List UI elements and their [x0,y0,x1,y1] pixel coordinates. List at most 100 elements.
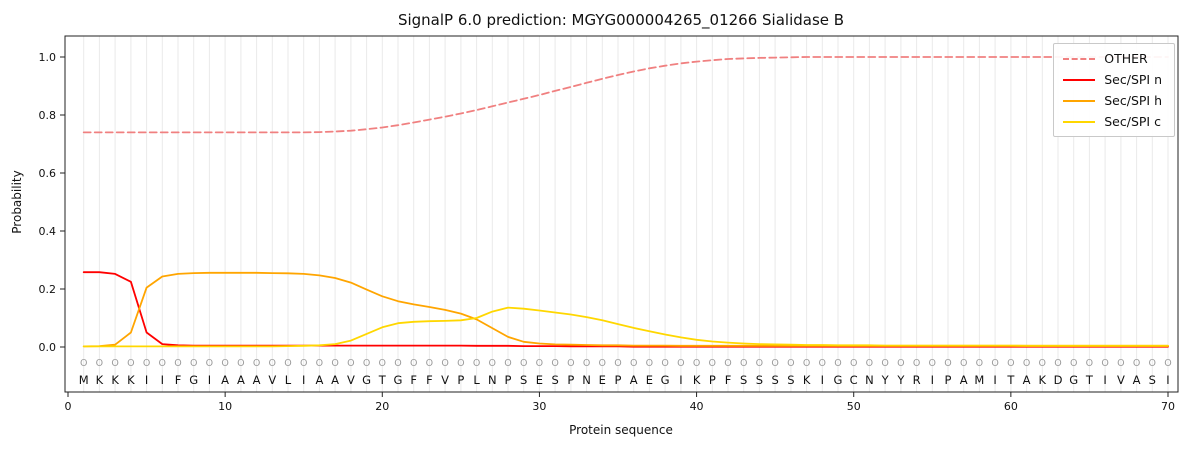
sequence-letter: P [945,373,952,387]
position-marker: O [1054,358,1061,369]
x-tick-label: 0 [65,400,72,413]
sequence-letter: K [1039,373,1047,387]
position-marker: O [740,358,747,369]
position-marker: O [457,358,464,369]
position-marker: O [221,358,228,369]
position-marker: O [756,358,763,369]
position-marker: O [599,358,606,369]
sequence-letter: I [993,373,996,387]
sequence-letter: A [315,373,323,387]
position-marker: O [583,358,590,369]
position-marker: O [1070,358,1077,369]
sequence-letter: M [79,373,89,387]
position-marker: O [504,358,511,369]
series-line-sec-spi-c [82,306,1169,348]
sequence-letter: F [426,373,433,387]
legend-item-sec-spi-c: Sec/SPI c [1063,114,1162,129]
series-line-other [82,56,1169,134]
position-marker: O [426,358,433,369]
x-tick-label: 20 [375,400,389,413]
legend-line-sample-other [1063,57,1096,60]
x-tick-label: 30 [532,400,546,413]
position-marker: O [850,358,857,369]
sequence-letter: P [457,373,464,387]
x-tick-label: 60 [1004,400,1018,413]
legend-item-other: OTHER [1063,51,1162,66]
position-marker: O [159,358,166,369]
legend-line-sample-sec-spi-n [1063,78,1096,81]
sequence-letter: G [1069,373,1078,387]
sequence-letter: M [974,373,984,387]
position-marker: O [1117,358,1124,369]
position-marker: O [709,358,716,369]
legend-line-sample-sec-spi-h [1063,99,1096,102]
sequence-letter: S [1149,373,1156,387]
sequence-letter: G [189,373,198,387]
position-marker: O [1007,358,1014,369]
position-marker: O [944,358,951,369]
position-marker: O [661,358,668,369]
y-tick-label: 0.8 [39,109,57,122]
legend-label-sec-spi-c: Sec/SPI c [1104,114,1161,129]
sequence-letter: K [803,373,811,387]
sequence-letter: I [931,373,934,387]
sequence-letter: A [960,373,968,387]
position-marker: O [913,358,920,369]
sequence-letter: I [679,373,682,387]
position-marker: O [363,358,370,369]
sequence-letter: I [821,373,824,387]
position-marker: O [331,358,338,369]
y-tick-label: 0.4 [39,225,57,238]
position-marker: O [347,358,354,369]
sequence-letter: G [362,373,371,387]
legend-label-other: OTHER [1104,51,1148,66]
sequence-letter: P [615,373,622,387]
sequence-letter: N [488,373,497,387]
position-marker: O [206,358,213,369]
chart-title: SignalP 6.0 prediction: MGYG000004265_01… [397,11,845,29]
sequence-letter: P [567,373,574,387]
position-marker: O [677,358,684,369]
sequence-letter: E [599,373,606,387]
sequence-letter: T [1006,373,1015,387]
position-marker: O [960,358,967,369]
position-marker: O [1023,358,1030,369]
position-marker: O [646,358,653,369]
position-marker: O [787,358,794,369]
position-marker: O [111,358,118,369]
sequence-letter: A [253,373,261,387]
legend-item-sec-spi-h: Sec/SPI h [1063,93,1162,108]
position-marker: O [1133,358,1140,369]
position-marker: O [866,358,873,369]
position-marker: O [724,358,731,369]
x-tick-label: 40 [690,400,704,413]
sequence-letter: S [740,373,747,387]
sequence-letter: P [505,373,512,387]
sequence-letter: I [161,373,164,387]
sequence-letter: I [145,373,148,387]
series-line-sec-spi-n [82,271,1169,348]
sequence-letter: I [302,373,305,387]
x-tick-label: 10 [218,400,232,413]
sequence-letter: K [693,373,701,387]
sequence-letter: C [850,373,858,387]
sequence-letter: S [771,373,778,387]
position-marker: O [284,358,291,369]
sequence-letter: R [913,373,921,387]
position-marker: O [1149,358,1156,369]
sequence-letter: Y [881,373,890,387]
sequence-letter: L [473,373,480,387]
position-marker: O [300,358,307,369]
sequence-letter: K [96,373,104,387]
sequence-letter: T [1085,373,1094,387]
position-marker: O [991,358,998,369]
position-marker: O [551,358,558,369]
sequence-letter: A [1023,373,1031,387]
position-marker: O [567,358,574,369]
position-marker: O [614,358,621,369]
position-marker: O [80,358,87,369]
position-marker: O [1086,358,1093,369]
position-marker: O [630,358,637,369]
legend-label-sec-spi-n: Sec/SPI n [1104,72,1162,87]
